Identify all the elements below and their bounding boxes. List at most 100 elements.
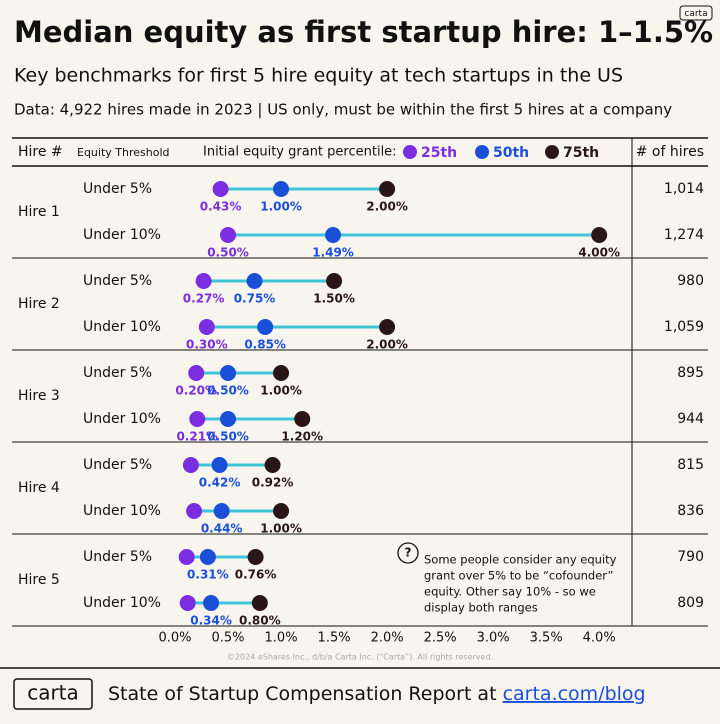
value-label: 0.31% <box>187 568 229 582</box>
value-label: 0.21% <box>176 430 218 444</box>
threshold-label: Under 10% <box>83 319 161 335</box>
hire-count: 815 <box>677 457 704 473</box>
value-label: 0.92% <box>252 476 294 490</box>
value-label: 1.00% <box>260 384 302 398</box>
legend-dot <box>403 145 417 159</box>
value-label: 0.27% <box>183 292 225 306</box>
dot <box>326 273 343 289</box>
dot <box>273 365 290 381</box>
dot <box>273 503 290 519</box>
dot <box>189 411 206 427</box>
hire-label: Hire 3 <box>18 388 60 404</box>
dot <box>247 549 264 565</box>
value-label: 0.50% <box>207 384 249 398</box>
x-tick-label: 0.0% <box>158 631 191 646</box>
legend-label: 75th <box>563 145 599 161</box>
dot <box>246 273 263 289</box>
value-label: 0.85% <box>244 338 286 352</box>
footer-text-main: State of Startup Compensation Report at <box>108 683 503 705</box>
threshold-label: Under 10% <box>83 503 161 519</box>
value-label: 0.20% <box>175 384 217 398</box>
value-label: 0.80% <box>239 614 281 628</box>
value-label: 0.44% <box>201 522 243 536</box>
hire-label: Hire 2 <box>18 296 60 312</box>
hire-count: 944 <box>677 411 704 427</box>
value-label: 0.43% <box>200 200 242 214</box>
annotation-line: display both ranges <box>424 601 538 615</box>
x-tick-label: 1.0% <box>265 631 298 646</box>
hire-label: Hire 1 <box>18 204 60 220</box>
x-tick-label: 0.5% <box>212 631 245 646</box>
dot <box>186 503 203 519</box>
dot <box>220 365 237 381</box>
dot <box>591 227 608 243</box>
value-label: 1.00% <box>260 522 302 536</box>
value-label: 0.30% <box>186 338 228 352</box>
dot <box>199 549 216 565</box>
data-note: Data: 4,922 hires made in 2023 | US only… <box>14 101 672 119</box>
chart-title: Median equity as first startup hire: 1–1… <box>14 15 713 49</box>
dot <box>188 365 205 381</box>
dot <box>212 181 229 197</box>
hire-count: 836 <box>677 503 704 519</box>
dot <box>195 273 212 289</box>
value-label: 0.42% <box>199 476 241 490</box>
legend-dot <box>545 145 559 159</box>
x-tick-label: 1.5% <box>318 631 351 646</box>
dot <box>294 411 311 427</box>
hire-count: 980 <box>677 273 704 289</box>
annotation-line: Some people consider any equity <box>424 553 617 567</box>
hire-count: 809 <box>677 595 704 611</box>
value-label: 1.20% <box>281 430 323 444</box>
footer-link[interactable]: carta.com/blog <box>503 683 646 705</box>
logo-footer: carta <box>27 681 79 705</box>
footer-text: State of Startup Compensation Report at … <box>108 683 646 705</box>
dot <box>182 457 199 473</box>
legend-dot <box>475 145 489 159</box>
subtitle: Key benchmarks for first 5 hire equity a… <box>14 65 623 87</box>
value-label: 0.50% <box>207 430 249 444</box>
logo-box-footer <box>13 678 93 710</box>
logo-small: carta <box>684 9 707 19</box>
hire-label: Hire 4 <box>18 480 60 496</box>
dot <box>213 503 230 519</box>
header-count: # of hires <box>636 144 704 160</box>
threshold-label: Under 5% <box>83 549 152 565</box>
legend-label: 25th <box>421 145 457 161</box>
dot <box>379 319 396 335</box>
dot <box>264 457 281 473</box>
threshold-label: Under 5% <box>83 457 152 473</box>
annotation-icon-circle <box>397 542 419 564</box>
annotation-line: equity. Other say 10% - so we <box>424 585 596 599</box>
threshold-label: Under 5% <box>83 273 152 289</box>
header-hire: Hire # <box>18 144 63 160</box>
hire-count: 1,274 <box>664 227 704 243</box>
hire-count: 895 <box>677 365 704 381</box>
value-label: 2.00% <box>366 338 408 352</box>
dot <box>257 319 274 335</box>
value-label: 2.00% <box>366 200 408 214</box>
hire-count: 790 <box>677 549 704 565</box>
dot <box>211 457 228 473</box>
dot <box>179 595 196 611</box>
logo-box <box>679 5 713 21</box>
threshold-label: Under 10% <box>83 595 161 611</box>
hire-label: Hire 5 <box>18 572 60 588</box>
value-label: 4.00% <box>578 246 620 260</box>
dot <box>178 549 195 565</box>
annotation-line: grant over 5% to be “cofounder” <box>424 569 613 583</box>
header-threshold: Equity Threshold <box>77 146 170 159</box>
x-tick-label: 3.5% <box>530 631 563 646</box>
copyright: ©2024 eShares Inc., d/b/a Carta Inc. (“C… <box>227 653 493 662</box>
value-label: 0.75% <box>234 292 276 306</box>
dot <box>198 319 215 335</box>
threshold-label: Under 10% <box>83 411 161 427</box>
dot <box>379 181 396 197</box>
x-tick-label: 2.5% <box>424 631 457 646</box>
value-label: 1.50% <box>313 292 355 306</box>
dot <box>251 595 268 611</box>
dot <box>325 227 342 243</box>
value-label: 0.50% <box>207 246 249 260</box>
threshold-label: Under 10% <box>83 227 161 243</box>
